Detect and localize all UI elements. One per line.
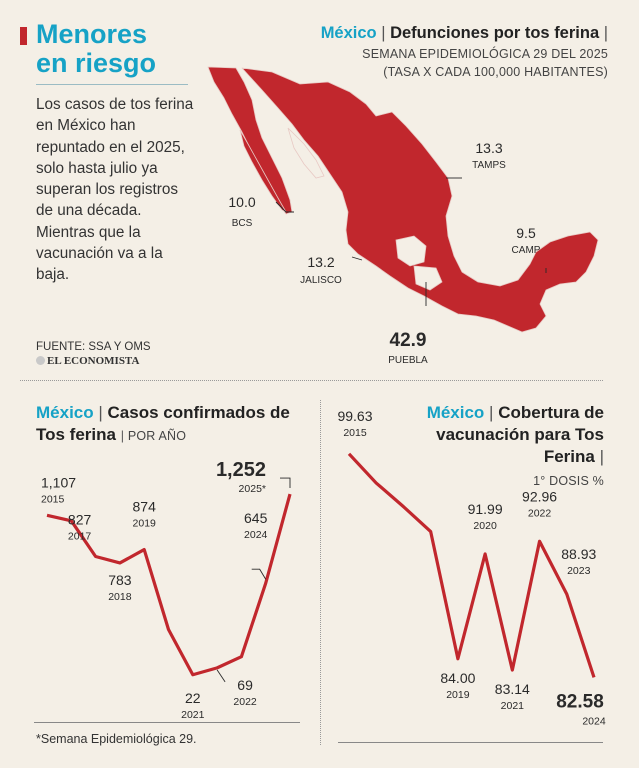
map-value-puebla: 42.9 (390, 330, 427, 351)
vaccine-year-label-2019: 2019 (446, 689, 470, 701)
vaccine-chart-country: México (426, 403, 485, 422)
vaccine-line-chart: 99.63 2015 84.00 2019 91.99 2020 83.14 2021 92.9… (337, 408, 606, 728)
chart-base-rule-left (34, 722, 300, 723)
map-label-tamps: TAMPS (472, 160, 506, 171)
page-title-line2: en riesgo (36, 48, 157, 78)
vaccine-value-label-2020: 91.99 (468, 501, 503, 517)
intro-text: Los casos de tos ferina en México han re… (36, 96, 194, 284)
vaccine-value-label-2022: 92.96 (522, 488, 557, 504)
map-country: México (320, 24, 377, 42)
cases-year-label-2019: 2019 (133, 518, 157, 530)
vaccine-value-label-2021: 83.14 (495, 681, 530, 697)
map-nodata-sinaloa (287, 127, 325, 179)
vaccine-year-label-2021: 2021 (501, 700, 525, 712)
vaccine-year-label-2023: 2023 (567, 565, 591, 577)
vaccine-chart-subtitle: 1° DOSIS % (533, 474, 604, 488)
map-value-jalisco: 13.2 (307, 254, 334, 270)
map-subtitle2: (TASA X CADA 100,000 HABITANTES) (383, 65, 608, 79)
vaccine-value-label-2015: 99.63 (337, 408, 372, 424)
mexico-map: 10.0 BCS 13.3 TAMPS 9.5 CAMP 13.2 JALISC… (207, 66, 599, 366)
cases-year-label-2022: 2022 (233, 696, 257, 708)
map-nodata-center (395, 235, 427, 267)
map-value-camp: 9.5 (516, 225, 536, 241)
vaccine-year-label-2020: 2020 (473, 520, 497, 532)
cases-value-label-2025*: 1,252 (216, 459, 266, 481)
cases-chart-country: México (36, 403, 94, 422)
map-label-jalisco: JALISCO (300, 275, 342, 286)
map-title: México | Defunciones por tos ferina | (320, 24, 608, 42)
cases-chart-title-text: Casos confirmados de Tos ferina (36, 403, 290, 444)
cases-leader-2024 (251, 568, 267, 580)
map-title-text: Defunciones por tos ferina (390, 24, 600, 42)
vaccine-value-label-2019: 84.00 (440, 670, 475, 686)
cases-leader-2022 (216, 669, 226, 683)
cases-series-line (46, 493, 292, 677)
map-label-camp: CAMP (512, 245, 541, 256)
cases-value-label-2019: 874 (133, 499, 157, 515)
cases-chart-subtitle: POR AÑO (127, 429, 187, 443)
map-bcs (239, 129, 287, 213)
map-value-tamps: 13.3 (475, 140, 502, 156)
publisher-logo: EL ECONOMISTA (36, 355, 139, 367)
cases-value-label-2015: 1,107 (41, 474, 76, 490)
page-title-line1: Menores (36, 19, 148, 49)
cases-year-label-2021: 2021 (181, 709, 205, 721)
chart-divider (320, 400, 321, 745)
map-label-bcs: BCS (232, 218, 253, 229)
cases-value-label-2024: 645 (244, 510, 268, 526)
cases-year-label-2024: 2024 (244, 529, 268, 541)
vaccine-year-label-2022: 2022 (528, 507, 552, 519)
cases-leader-2025* (280, 477, 291, 489)
vaccine-chart-title-text: Cobertura de vacunación para Tos Ferina (436, 403, 604, 466)
map-label-puebla: PUEBLA (388, 355, 428, 366)
logo-mark-icon (36, 356, 45, 365)
vaccine-chart-header: México | Cobertura de vacunación para To… (420, 402, 604, 488)
cases-value-label-2022: 69 (237, 677, 253, 693)
chart-base-rule-right (338, 742, 603, 743)
map-mainland (241, 67, 599, 333)
map-value-bcs: 10.0 (228, 194, 255, 210)
vaccine-value-label-2023: 88.93 (561, 546, 596, 562)
vaccine-year-label-2015: 2015 (343, 427, 367, 439)
cases-chart-header: México | Casos confirmados de Tos ferina… (36, 402, 306, 447)
map-header: México | Defunciones por tos ferina | SE… (276, 22, 608, 79)
cases-value-label-2018: 783 (108, 572, 132, 588)
map-nodata-michoacan (413, 265, 443, 291)
vaccine-year-label-2024: 2024 (582, 715, 606, 727)
cases-year-label-2025*: 2025* (239, 483, 266, 495)
cases-year-label-2018: 2018 (108, 591, 132, 603)
map-subtitle1: SEMANA EPIDEMIOLÓGICA 29 DEL 2025 (362, 47, 608, 61)
cases-year-label-2015: 2015 (41, 493, 65, 505)
cases-year-label-2017: 2017 (68, 530, 92, 542)
map-baja-california (207, 66, 293, 215)
page-title: Menores en riesgo (36, 20, 196, 78)
vaccine-value-label-2024: 82.58 (556, 691, 604, 712)
vaccine-series-line (347, 452, 596, 678)
logo-text: EL ECONOMISTA (47, 355, 140, 367)
cases-value-label-2021: 22 (185, 690, 201, 706)
footnote: *Semana Epidemiológica 29. (36, 732, 197, 746)
vaccine-chart-title: México | Cobertura de vacunación para To… (426, 403, 604, 466)
title-rule (36, 84, 188, 85)
cases-chart-title: México | Casos confirmados de Tos ferina… (36, 403, 290, 444)
cases-value-label-2017: 827 (68, 511, 92, 527)
section-divider (20, 380, 603, 381)
accent-bar (20, 27, 27, 45)
source-text: FUENTE: SSA Y OMS (36, 341, 151, 353)
